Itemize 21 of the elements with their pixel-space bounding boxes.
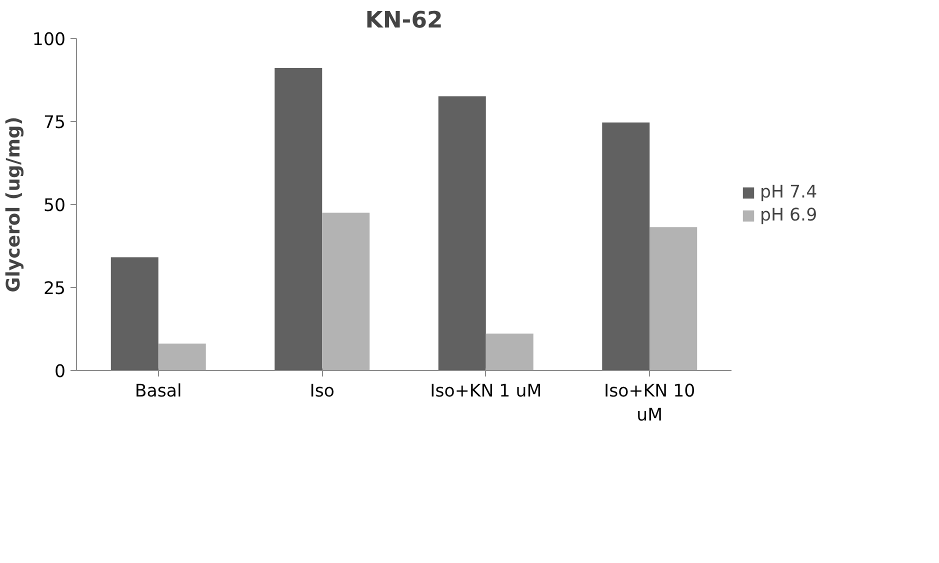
y-tick-label: 75 xyxy=(43,113,66,133)
y-tick-label: 25 xyxy=(43,279,66,299)
bar xyxy=(274,68,322,370)
legend-label: pH 6.9 xyxy=(760,206,818,226)
bar xyxy=(486,334,534,370)
x-tick-label: Basal xyxy=(134,382,182,402)
bar xyxy=(438,96,486,370)
y-axis-title: Glycerol (ug/mg) xyxy=(3,116,24,292)
bar xyxy=(322,212,370,370)
bar xyxy=(158,344,206,370)
legend-label: pH 7.4 xyxy=(760,182,818,202)
x-tick-label: Iso+KN 1 uM xyxy=(430,382,542,402)
bar xyxy=(602,122,650,370)
chart-title: KN-62 xyxy=(365,8,443,34)
bar xyxy=(650,227,698,370)
x-tick-label: Iso xyxy=(310,382,335,402)
y-tick-label: 100 xyxy=(32,30,66,50)
x-tick-label: Iso+KN 10 uM xyxy=(604,382,696,426)
y-tick-label: 50 xyxy=(43,196,66,216)
bar xyxy=(110,257,158,370)
y-tick-label: 0 xyxy=(54,362,66,382)
